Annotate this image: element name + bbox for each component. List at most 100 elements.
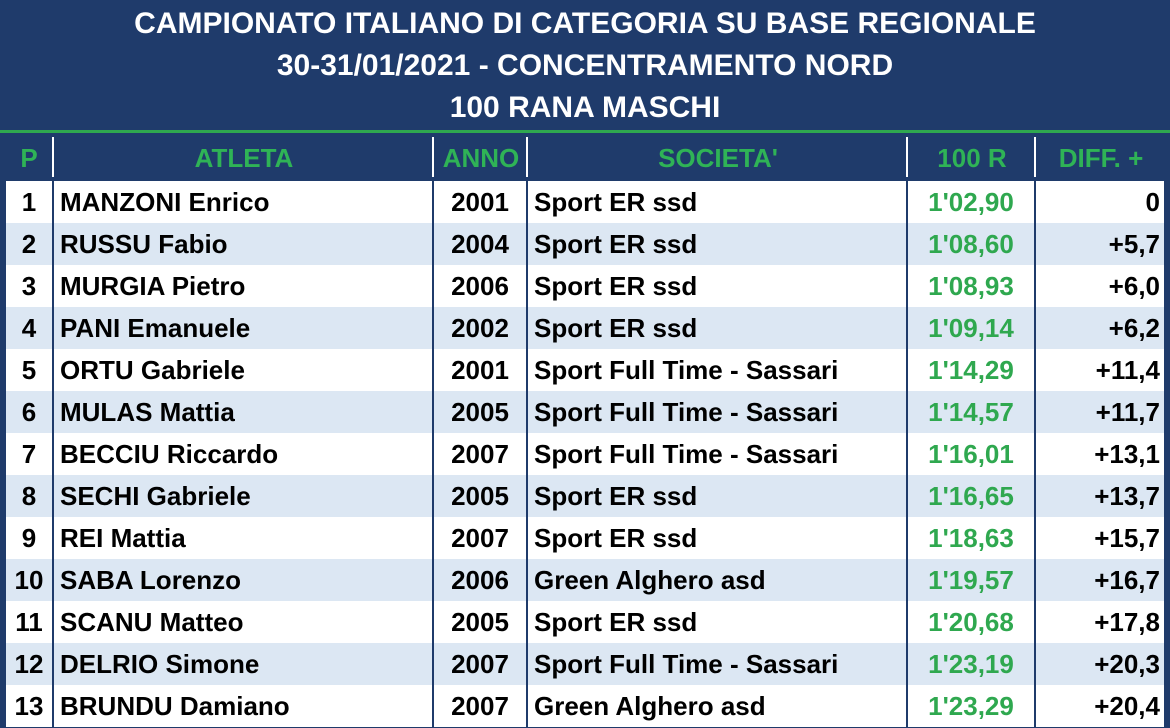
- time-cell: 1'19,57: [908, 559, 1036, 601]
- time-difference-cell: +17,8: [1094, 607, 1160, 637]
- athlete-name-cell: BECCIU Riccardo: [54, 433, 434, 475]
- position-cell: 1: [6, 181, 54, 223]
- athlete-name-cell: SECHI Gabriele: [54, 475, 434, 517]
- position-cell: 9: [6, 517, 54, 559]
- club-cell: Sport ER ssd: [528, 601, 908, 643]
- column-header-time: 100 R: [906, 137, 1036, 177]
- table-row: 1 MANZONI Enrico 2001 Sport ER ssd 1'02,90 0: [6, 181, 1164, 223]
- club-cell: Sport Full Time - Sassari: [528, 643, 908, 685]
- birth-year-cell: 2007: [434, 685, 528, 727]
- position-cell: 2: [6, 223, 54, 265]
- position-cell: 3: [6, 265, 54, 307]
- club-cell: Sport ER ssd: [528, 265, 908, 307]
- birth-year-cell: 2005: [434, 391, 528, 433]
- athlete-name-cell: PANI Emanuele: [54, 307, 434, 349]
- table-row: 10 SABA Lorenzo 2006 Green Alghero asd 1'19,…: [6, 559, 1164, 601]
- time-cell: 1'23,19: [908, 643, 1036, 685]
- title-block: CAMPIONATO ITALIANO DI CATEGORIA SU BASE…: [0, 0, 1170, 133]
- birth-year-cell: 2007: [434, 517, 528, 559]
- column-header-position: P: [20, 143, 38, 173]
- time-cell: 1'08,60: [908, 223, 1036, 265]
- time-difference-cell: +15,7: [1094, 523, 1160, 553]
- time-cell: 1'16,01: [908, 433, 1036, 475]
- birth-year-cell: 2004: [434, 223, 528, 265]
- table-row: 3 MURGIA Pietro 2006 Sport ER ssd 1'08,93 +6,…: [6, 265, 1164, 307]
- time-difference-cell: +11,7: [1095, 397, 1160, 427]
- birth-year-cell: 2005: [434, 601, 528, 643]
- table-row: 7 BECCIU Riccardo 2007 Sport Full Time - Sa…: [6, 433, 1164, 475]
- athlete-name-cell: REI Mattia: [54, 517, 434, 559]
- race-title: 100 RANA MASCHI: [449, 91, 721, 124]
- time-difference-cell: +16,7: [1094, 565, 1160, 595]
- birth-year-cell: 2007: [434, 643, 528, 685]
- time-cell: 1'09,14: [908, 307, 1036, 349]
- birth-year-cell: 2002: [434, 307, 528, 349]
- position-cell: 6: [6, 391, 54, 433]
- table-row: 4 PANI Emanuele 2002 Sport ER ssd 1'09,14 +6,…: [6, 307, 1164, 349]
- time-cell: 1'18,63: [908, 517, 1036, 559]
- club-cell: Sport Full Time - Sassari: [528, 391, 908, 433]
- table-row: 11 SCANU Matteo 2005 Sport ER ssd 1'20,68 +17…: [6, 601, 1164, 643]
- athlete-name-cell: BRUNDU Damiano: [54, 685, 434, 727]
- club-cell: Sport ER ssd: [528, 517, 908, 559]
- time-cell: 1'14,57: [908, 391, 1036, 433]
- birth-year-cell: 2006: [434, 559, 528, 601]
- club-cell: Sport ER ssd: [528, 475, 908, 517]
- column-header-diff: DIFF. +: [1034, 137, 1166, 177]
- time-difference-cell: +20,4: [1094, 691, 1160, 721]
- athlete-name-cell: MANZONI Enrico: [54, 181, 434, 223]
- column-header-club: SOCIETA': [526, 137, 908, 177]
- table-row: 5 ORTU Gabriele 2001 Sport Full Time - Sass…: [6, 349, 1164, 391]
- time-difference-cell: +13,7: [1094, 481, 1160, 511]
- birth-year-cell: 2005: [434, 475, 528, 517]
- club-cell: Sport Full Time - Sassari: [528, 349, 908, 391]
- position-cell: 8: [6, 475, 54, 517]
- time-difference-cell: +13,1: [1094, 439, 1160, 469]
- column-header-year: ANNO: [432, 137, 528, 177]
- club-cell: Green Alghero asd: [528, 559, 908, 601]
- athlete-name-cell: MURGIA Pietro: [54, 265, 434, 307]
- table-row: 2 RUSSU Fabio 2004 Sport ER ssd 1'08,60 +5,7: [6, 223, 1164, 265]
- position-cell: 10: [6, 559, 54, 601]
- championship-title: CAMPIONATO ITALIANO DI CATEGORIA SU BASE…: [134, 7, 1036, 40]
- time-cell: 1'16,65: [908, 475, 1036, 517]
- position-cell: 11: [6, 601, 54, 643]
- athlete-name-cell: DELRIO Simone: [54, 643, 434, 685]
- results-table-body: 1 MANZONI Enrico 2001 Sport ER ssd 1'02,90 0 2…: [6, 181, 1164, 728]
- athlete-name-cell: MULAS Mattia: [54, 391, 434, 433]
- position-cell: 4: [6, 307, 54, 349]
- birth-year-cell: 2001: [434, 181, 528, 223]
- time-difference-cell: +20,3: [1094, 649, 1160, 679]
- table-row: 13 BRUNDU Damiano 2007 Green Alghero asd 1'2…: [6, 685, 1164, 727]
- club-cell: Sport ER ssd: [528, 181, 908, 223]
- club-cell: Green Alghero asd: [528, 685, 908, 727]
- position-cell: 5: [6, 349, 54, 391]
- athlete-name-cell: SCANU Matteo: [54, 601, 434, 643]
- time-difference-cell: +6,0: [1108, 271, 1160, 301]
- table-row: 12 DELRIO Simone 2007 Sport Full Time - Sas…: [6, 643, 1164, 685]
- birth-year-cell: 2006: [434, 265, 528, 307]
- club-cell: Sport Full Time - Sassari: [528, 433, 908, 475]
- athlete-name-cell: SABA Lorenzo: [54, 559, 434, 601]
- time-cell: 1'08,93: [908, 265, 1036, 307]
- table-header: P ATLETA ANNO SOCIETA' 100 R DIFF. +: [0, 137, 1170, 180]
- table-row: 9 REI Mattia 2007 Sport ER ssd 1'18,63 +15,7: [6, 517, 1164, 559]
- time-cell: 1'14,29: [908, 349, 1036, 391]
- time-cell: 1'02,90: [908, 181, 1036, 223]
- event-date-title: 30-31/01/2021 - CONCENTRAMENTO NORD: [276, 49, 894, 82]
- table-row: 8 SECHI Gabriele 2005 Sport ER ssd 1'16,65 +1…: [6, 475, 1164, 517]
- club-cell: Sport ER ssd: [528, 307, 908, 349]
- table-row: 6 MULAS Mattia 2005 Sport Full Time - Sassa…: [6, 391, 1164, 433]
- position-cell: 12: [6, 643, 54, 685]
- time-difference-cell: +6,2: [1108, 313, 1160, 343]
- time-difference-cell: +5,7: [1108, 229, 1160, 259]
- time-difference-cell: 0: [1145, 187, 1160, 217]
- time-cell: 1'23,29: [908, 685, 1036, 727]
- birth-year-cell: 2007: [434, 433, 528, 475]
- column-header-athlete: ATLETA: [52, 137, 434, 177]
- athlete-name-cell: RUSSU Fabio: [54, 223, 434, 265]
- time-cell: 1'20,68: [908, 601, 1036, 643]
- athlete-name-cell: ORTU Gabriele: [54, 349, 434, 391]
- position-cell: 13: [6, 685, 54, 727]
